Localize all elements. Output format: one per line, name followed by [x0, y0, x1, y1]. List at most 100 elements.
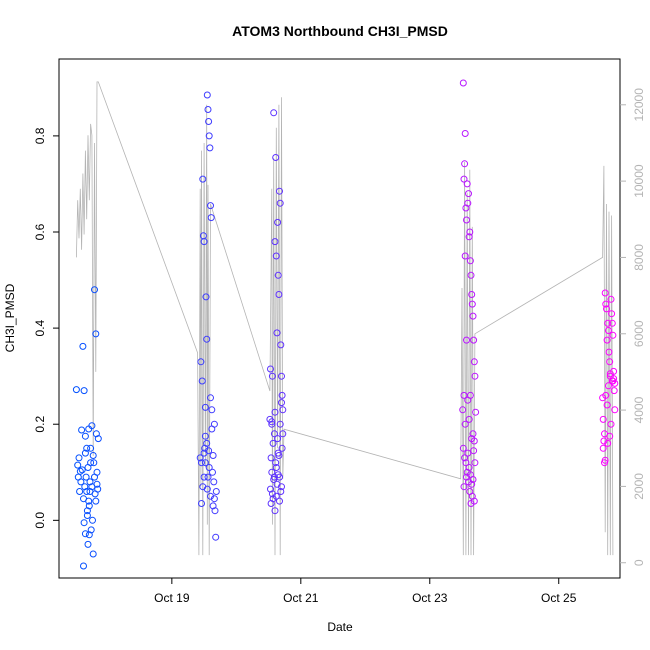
data-point [278, 483, 285, 491]
x-axis: Oct 19 Oct 21 Oct 23 Oct 25 [154, 578, 577, 605]
data-point [205, 132, 213, 140]
data-point [603, 401, 611, 409]
data-point [89, 550, 97, 558]
x-axis-label: Date [327, 620, 353, 634]
data-point [91, 473, 98, 481]
x-tick-label: Oct 21 [283, 591, 319, 605]
data-point [277, 488, 285, 495]
data-point [272, 154, 280, 161]
y-tick-label: 0.2 [33, 416, 47, 433]
data-point [610, 387, 618, 395]
data-point [463, 180, 471, 188]
data-point [212, 533, 220, 541]
data-point [76, 467, 84, 475]
data-point [209, 502, 217, 510]
data-point [464, 449, 472, 457]
data-point [471, 372, 479, 380]
data-point [201, 432, 209, 440]
y2-axis: 0 2000 4000 6000 8000 10000 12000 [620, 88, 646, 566]
data-point [467, 271, 475, 279]
data-point [469, 430, 477, 438]
data-point [604, 327, 612, 334]
data-point [89, 452, 97, 459]
data-point [465, 464, 473, 471]
data-point [200, 238, 208, 246]
data-point [272, 252, 280, 260]
data-point [198, 500, 205, 507]
data-point [203, 91, 211, 99]
data-point [274, 435, 282, 443]
data-point [461, 454, 469, 462]
data-point [199, 175, 207, 183]
data-point [81, 432, 89, 440]
data-point [93, 480, 101, 488]
data-point [271, 507, 279, 515]
data-point [268, 372, 276, 380]
data-point [87, 444, 95, 452]
data-point [462, 459, 470, 467]
data-point [272, 464, 280, 471]
data-point [80, 387, 88, 395]
data-point [92, 497, 100, 505]
y2-tick-label: 6000 [632, 320, 646, 347]
data-point [606, 358, 614, 366]
data-point [460, 175, 468, 183]
data-point [272, 492, 280, 500]
data-point [466, 228, 474, 236]
data-point [469, 312, 477, 320]
data-point [86, 488, 94, 495]
data-point [463, 336, 470, 344]
data-point [470, 437, 478, 445]
data-point [463, 216, 470, 224]
data-point [268, 420, 276, 428]
data-point [605, 348, 613, 356]
data-point [462, 204, 470, 212]
data-point [278, 399, 285, 407]
data-point [601, 456, 609, 464]
y2-tick-label: 2000 [632, 473, 646, 500]
data-point [75, 454, 83, 462]
data-point [607, 295, 615, 303]
data-point [205, 447, 213, 455]
data-point [607, 420, 615, 428]
data-point [602, 300, 610, 308]
data-point [92, 330, 100, 338]
data-point [80, 495, 87, 503]
data-point [210, 495, 218, 503]
data-point [81, 483, 89, 491]
data-point [205, 118, 213, 125]
data-point [276, 187, 283, 195]
data-point [77, 478, 85, 486]
data-point [460, 483, 468, 491]
data-point [609, 377, 617, 385]
data-point [466, 391, 474, 399]
data-point [81, 530, 89, 538]
y2-tick-label: 8000 [632, 244, 646, 271]
data-point [83, 488, 91, 495]
data-point [465, 190, 472, 198]
data-point [80, 519, 88, 527]
data-point [92, 430, 100, 438]
data-point [279, 430, 287, 438]
data-point [94, 435, 102, 443]
data-point [208, 425, 216, 433]
data-point [461, 160, 469, 168]
data-point [207, 394, 214, 402]
data-point [468, 291, 476, 298]
data-point [269, 439, 277, 447]
data-point [270, 476, 278, 483]
data-point [459, 79, 467, 87]
data-point [461, 252, 469, 260]
data-point [275, 291, 283, 298]
data-point [604, 382, 612, 390]
y-tick-label: 0.0 [33, 512, 47, 529]
points-layer [72, 79, 619, 570]
data-point [603, 305, 610, 313]
altitude-trace-layer [76, 81, 614, 556]
data-point [609, 331, 617, 339]
data-point [464, 199, 472, 207]
data-point [278, 391, 286, 399]
data-point [86, 478, 94, 486]
data-point [459, 444, 467, 452]
